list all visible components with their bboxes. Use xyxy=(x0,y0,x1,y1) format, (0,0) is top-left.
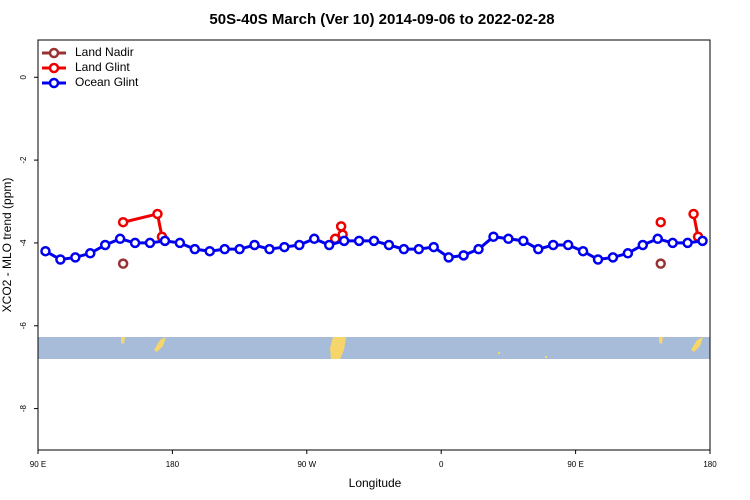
point xyxy=(335,221,347,232)
point xyxy=(55,254,66,265)
point xyxy=(622,248,634,259)
y-tick-label: -8 xyxy=(19,404,28,412)
point xyxy=(323,239,335,251)
y-tick-label: -2 xyxy=(19,156,28,164)
point xyxy=(117,216,129,228)
point xyxy=(249,239,260,251)
y-tick-label: -6 xyxy=(19,322,28,330)
legend-marker xyxy=(48,77,60,89)
x-tick-label: 180 xyxy=(703,460,717,469)
x-axis-label: Longitude xyxy=(349,476,402,490)
point xyxy=(637,239,649,251)
point xyxy=(562,239,574,251)
point xyxy=(655,216,666,228)
point xyxy=(159,235,171,247)
point xyxy=(117,258,129,269)
x-tick-label: 90 W xyxy=(297,460,316,469)
point xyxy=(428,241,439,253)
point xyxy=(294,239,305,251)
x-tick-label: 90 E xyxy=(30,460,46,469)
legend-marker xyxy=(48,62,60,74)
point xyxy=(473,243,484,255)
point xyxy=(174,237,186,249)
point xyxy=(309,233,320,245)
point xyxy=(219,243,230,255)
point xyxy=(144,237,156,249)
point xyxy=(114,233,126,245)
point xyxy=(234,243,245,255)
y-axis-label: XCO2 - MLO trend (ppm) xyxy=(0,178,14,313)
legend-label: Land Glint xyxy=(75,60,130,74)
x-tick-label: 90 E xyxy=(567,460,583,469)
point xyxy=(204,245,215,257)
point xyxy=(398,243,410,255)
point xyxy=(697,235,708,247)
point xyxy=(688,208,699,220)
point xyxy=(368,235,380,247)
point xyxy=(655,258,666,269)
legend-label: Land Nadir xyxy=(75,45,134,59)
point xyxy=(458,250,469,261)
x-tick-label: 0 xyxy=(439,460,444,469)
chart-title: 50S-40S March (Ver 10) 2014-09-06 to 202… xyxy=(209,11,554,28)
point xyxy=(129,237,141,249)
point xyxy=(40,245,51,257)
legend-marker xyxy=(48,47,60,59)
point xyxy=(547,239,559,251)
point xyxy=(413,243,425,255)
point xyxy=(279,241,290,253)
point xyxy=(264,243,275,255)
point xyxy=(577,245,589,257)
point xyxy=(338,235,350,247)
point xyxy=(652,233,663,245)
point xyxy=(682,237,693,249)
point xyxy=(70,252,81,263)
point xyxy=(667,237,678,249)
point xyxy=(152,208,163,220)
point xyxy=(518,235,529,247)
point xyxy=(443,252,454,263)
point xyxy=(533,243,544,255)
point xyxy=(503,233,514,245)
point xyxy=(353,235,365,247)
series-line xyxy=(122,212,700,238)
x-tick-label: 180 xyxy=(166,460,180,469)
legend-label: Ocean Glint xyxy=(75,75,139,89)
point xyxy=(85,248,96,259)
point xyxy=(99,239,111,251)
point xyxy=(488,231,499,242)
y-tick-label: 0 xyxy=(19,74,28,79)
point xyxy=(607,252,619,263)
y-tick-label: -4 xyxy=(19,239,28,247)
point xyxy=(383,239,395,251)
map-strip xyxy=(38,337,710,359)
plot-frame xyxy=(37,39,711,451)
point xyxy=(189,243,201,255)
point xyxy=(592,254,604,265)
